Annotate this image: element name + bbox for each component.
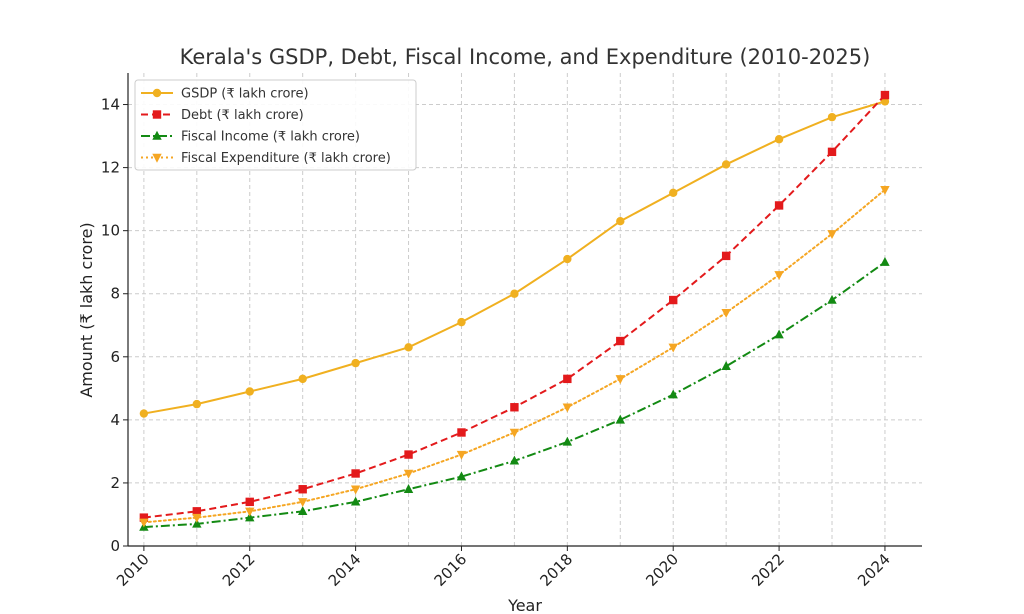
chart-title: Kerala's GSDP, Debt, Fiscal Income, and … [180, 45, 871, 69]
legend-entry: Debt (₹ lakh crore) [141, 108, 304, 123]
data-point [774, 135, 784, 144]
data-point [721, 251, 731, 261]
data-point [615, 414, 625, 424]
data-point [457, 317, 466, 327]
data-point [245, 497, 254, 507]
data-point [456, 450, 467, 460]
x-tick-label: 2014 [325, 550, 365, 590]
legend-label: GSDP (₹ lakh crore) [181, 87, 309, 102]
data-point [298, 374, 307, 384]
x-tick-label: 2022 [748, 550, 788, 590]
data-point [192, 399, 202, 409]
data-point [510, 403, 519, 412]
series-group [139, 90, 890, 531]
data-point [245, 507, 255, 517]
data-point [403, 484, 414, 493]
x-tick-label: 2024 [854, 550, 894, 590]
data-point [297, 506, 308, 516]
legend-label: Fiscal Expenditure (₹ lakh crore) [181, 151, 391, 166]
data-point [457, 428, 466, 437]
y-tick-label: 4 [110, 411, 120, 429]
data-point [721, 160, 731, 169]
data-point [616, 217, 625, 226]
data-point [827, 230, 837, 240]
data-point [139, 409, 149, 418]
legend-marker [152, 88, 162, 98]
legend-marker [152, 153, 162, 163]
data-point [562, 403, 573, 413]
data-point [562, 436, 573, 446]
data-point [456, 471, 467, 481]
data-point [350, 485, 361, 495]
y-tick-label: 10 [101, 222, 120, 240]
legend-box [134, 79, 417, 171]
series-line [142, 188, 886, 524]
y-tick-label: 12 [101, 159, 120, 177]
legend-entry: Fiscal Expenditure (₹ lakh crore) [141, 151, 391, 166]
series-0 [139, 97, 890, 418]
data-point [827, 112, 837, 122]
y-tick-label: 2 [110, 474, 120, 492]
legend-marker [152, 130, 162, 140]
data-point [616, 336, 625, 346]
data-point [404, 343, 413, 352]
data-point [298, 485, 307, 494]
data-point [880, 185, 890, 195]
legend: GSDP (₹ lakh crore) Debt (₹ lakh crore) Fi… [134, 79, 417, 171]
data-point [669, 188, 678, 198]
series-3 [139, 185, 890, 528]
data-point [192, 513, 202, 523]
data-point [509, 455, 520, 465]
data-point [774, 201, 784, 210]
data-point [403, 469, 414, 479]
data-point [351, 469, 360, 478]
x-tick-label: 2010 [113, 550, 153, 590]
x-tick-label: 2016 [431, 550, 471, 590]
data-point [827, 294, 837, 304]
legend-entry: GSDP (₹ lakh crore) [141, 87, 309, 102]
data-point [563, 254, 572, 264]
data-point [509, 428, 520, 438]
data-point [880, 257, 890, 266]
data-point [669, 295, 678, 305]
data-point [351, 358, 360, 368]
y-tick-label: 14 [101, 96, 120, 114]
y-tick-label: 8 [110, 285, 120, 303]
data-point [721, 361, 731, 370]
data-point [774, 271, 784, 281]
data-point [510, 289, 519, 298]
data-point [721, 308, 731, 318]
x-axis-label: Year [507, 596, 542, 614]
data-point [192, 507, 202, 516]
data-point [245, 512, 255, 522]
data-point [350, 496, 361, 506]
x-tick-label: 2012 [219, 550, 259, 590]
data-point [563, 374, 572, 384]
series-1 [139, 90, 890, 522]
data-point [139, 513, 149, 522]
data-point [139, 518, 149, 528]
legend-marker [152, 110, 162, 119]
data-point [404, 450, 413, 459]
legend-label: Debt (₹ lakh crore) [181, 108, 304, 123]
x-tick-label: 2020 [642, 550, 682, 590]
data-point [827, 147, 837, 157]
data-point [297, 498, 308, 508]
x-tick-label: 2018 [536, 550, 576, 590]
data-point [192, 518, 202, 528]
y-tick-label: 0 [110, 537, 120, 555]
data-point [774, 329, 784, 339]
data-point [245, 387, 254, 396]
legend-label: Fiscal Income (₹ lakh crore) [181, 130, 360, 145]
data-point [668, 389, 678, 399]
axes [127, 73, 922, 547]
data-point [880, 90, 890, 100]
data-point [668, 343, 678, 353]
data-point [615, 375, 625, 385]
y-tick-label: 6 [110, 348, 120, 366]
legend-entry: Fiscal Income (₹ lakh crore) [141, 130, 360, 145]
y-axis-label: Amount (₹ lakh crore) [77, 222, 96, 397]
data-point [880, 97, 890, 106]
